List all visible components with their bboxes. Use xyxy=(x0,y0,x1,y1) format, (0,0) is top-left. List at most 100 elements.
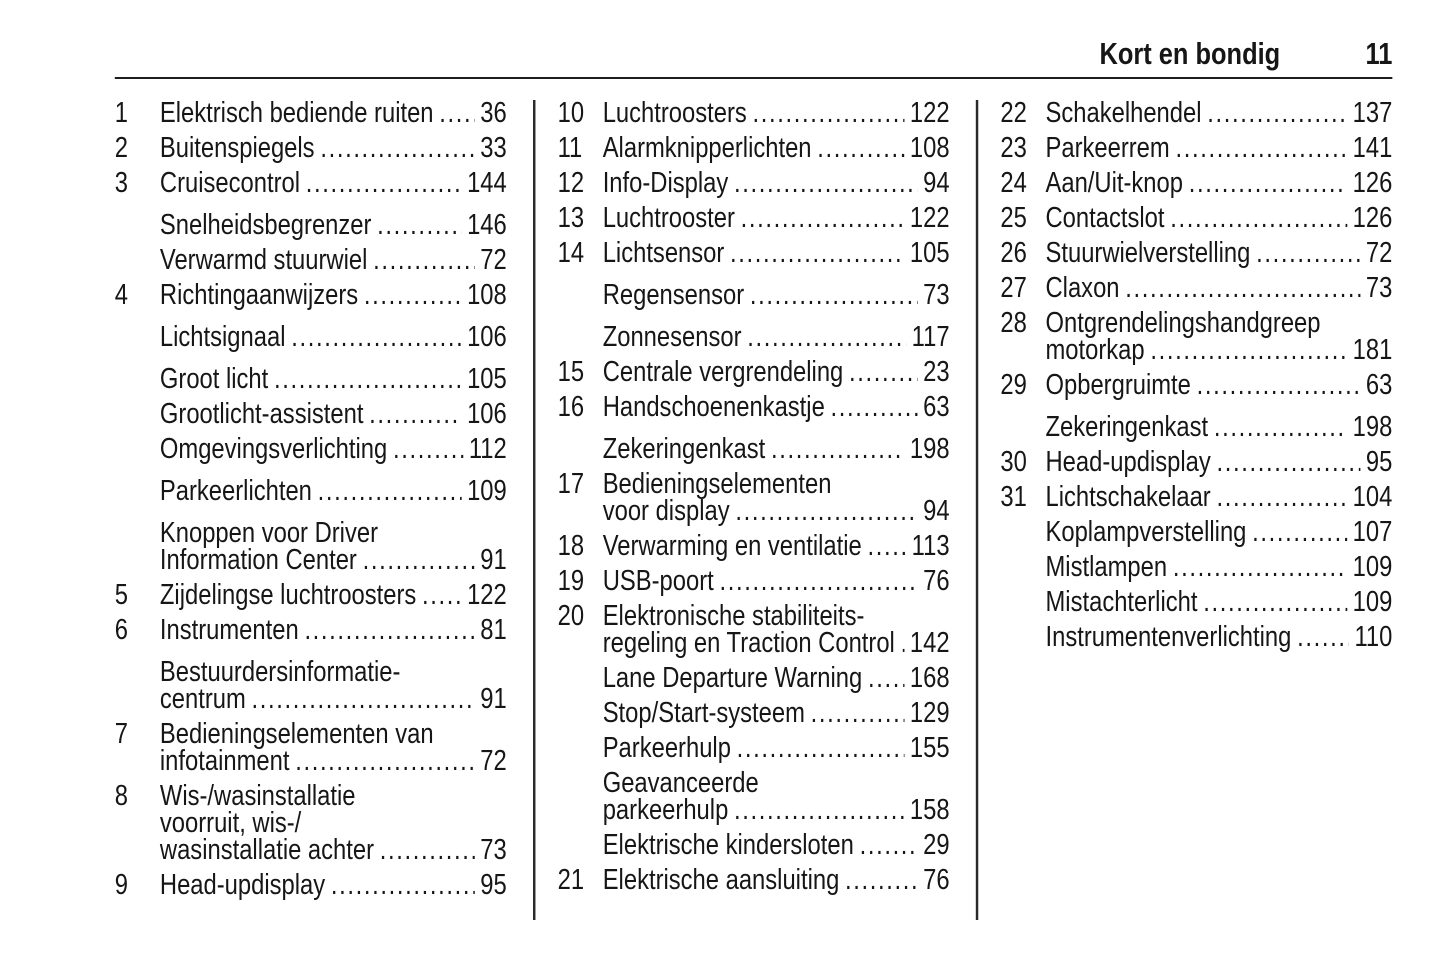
entry-number xyxy=(558,282,603,309)
dot-leader: ........................................… xyxy=(740,205,905,232)
entry-label-line: Mistlampen xyxy=(1045,551,1168,583)
entry-body: Lichtschakelaar.........................… xyxy=(1046,481,1393,513)
dot-leader: ........................................… xyxy=(771,436,904,463)
entry-label-line: Snelheidsbegrenzer xyxy=(159,209,372,241)
entry-last-line: Contactslot.............................… xyxy=(1046,204,1393,233)
entry-body: Claxon..................................… xyxy=(1046,274,1393,303)
entry-page-ref: 137 xyxy=(1352,97,1393,129)
entry-page-ref: 181 xyxy=(1352,334,1393,366)
entry-label-line: regeling en Traction Control xyxy=(602,627,895,659)
toc-entry: Lane Departure Warning..................… xyxy=(558,664,950,693)
entry-last-line: Luchtroosters...........................… xyxy=(603,99,950,128)
dot-leader: ........................................… xyxy=(901,630,905,657)
entry-last-line: Buitenspiegels..........................… xyxy=(160,134,507,163)
entry-body: Parkeerrem..............................… xyxy=(1046,134,1393,163)
entry-number: 2 xyxy=(114,132,129,164)
dot-leader: ........................................… xyxy=(1196,372,1361,399)
entry-page-ref: 95 xyxy=(1365,446,1393,478)
entry-number: 3 xyxy=(114,167,129,199)
entry-last-line: parkeerhulp.............................… xyxy=(602,794,950,826)
entry-last-line: Omgevingsverlichting....................… xyxy=(160,435,507,464)
entry-page-ref: 104 xyxy=(1352,481,1393,513)
entry-number: 8 xyxy=(114,780,129,812)
toc-entry: 13 Luchtrooster..........................… xyxy=(558,204,950,233)
entry-label-line: Lichtsignaal xyxy=(159,321,286,353)
entry-page-ref: 76 xyxy=(923,864,950,896)
entry-last-line: Groot licht.............................… xyxy=(159,363,507,395)
toc-entry: Knoppen voor Driver Information Center...… xyxy=(115,519,507,576)
entry-body: Bedieningselementen voor display.........… xyxy=(603,470,950,527)
entry-body: Ontgrendelingshandgreep motorkap.........… xyxy=(1046,309,1393,366)
entry-last-line: Aan/Uit-knop............................… xyxy=(1045,167,1393,199)
entry-number: 14 xyxy=(557,237,585,269)
entry-number xyxy=(115,401,160,428)
entry-label-line: Verwarming en ventilatie xyxy=(602,530,862,562)
toc-entry: 18 Verwarming en ventilatie..............… xyxy=(558,530,950,562)
entry-page-ref: 63 xyxy=(1365,369,1393,401)
dot-leader: ........................................… xyxy=(1150,337,1347,364)
dot-leader: ........................................… xyxy=(810,700,904,727)
entry-page-ref: 73 xyxy=(923,279,950,311)
entry-last-line: Elektrische kindersloten................… xyxy=(603,831,950,860)
dot-leader: ........................................… xyxy=(867,665,904,692)
dot-leader: ........................................… xyxy=(304,617,475,644)
entry-page-ref: 126 xyxy=(1352,167,1393,199)
entry-label-line: Alarmknipperlichten xyxy=(602,132,812,164)
dot-leader: ........................................… xyxy=(849,359,917,386)
entry-last-line: Head-updisplay..........................… xyxy=(160,871,507,900)
entry-page-ref: 76 xyxy=(923,565,950,597)
toc-entry: 24 Aan/Uit-knop..........................… xyxy=(1000,167,1393,199)
entry-page-ref: 94 xyxy=(923,495,950,527)
dot-leader: ........................................… xyxy=(373,247,474,274)
toc-entry: Grootlicht-assistent....................… xyxy=(115,400,507,429)
entry-number: 29 xyxy=(1000,369,1027,401)
entry-number xyxy=(1000,589,1045,616)
entry-label-line: Groot licht xyxy=(159,363,269,395)
entry-body: Knoppen voor Driver Information Center...… xyxy=(159,519,507,576)
dot-leader: ........................................… xyxy=(1125,275,1360,302)
entry-last-line: Lane Departure Warning..................… xyxy=(603,664,950,693)
toc-entry: Zonnesensor.............................… xyxy=(558,321,950,353)
toc-entry: 2 Buitenspiegels.........................… xyxy=(114,132,507,164)
entry-last-line: USB-poort...............................… xyxy=(603,565,950,597)
entry-number: 25 xyxy=(1000,202,1027,234)
dot-leader: ........................................… xyxy=(1207,100,1347,127)
entry-body: Zekeringenkast..........................… xyxy=(1046,413,1393,442)
entry-label-line: Regensensor xyxy=(602,279,745,311)
entry-number xyxy=(115,436,160,463)
entry-label-line: Information Center xyxy=(159,544,357,576)
entry-body: Elektronische stabiliteits-regeling en T… xyxy=(602,602,950,659)
chapter-title: Kort en bondig xyxy=(1099,36,1281,71)
entry-body: Mistachterlicht.........................… xyxy=(1046,588,1393,617)
entry-last-line: Stop/Start-systeem......................… xyxy=(602,697,950,729)
entry-label-line: voorruit, wis-/ xyxy=(159,807,302,839)
entry-number: 15 xyxy=(557,356,585,388)
toc-entry: 5 Zijdelingse luchtroosters..............… xyxy=(115,581,507,610)
entry-body: Zijdelingse luchtroosters...............… xyxy=(160,581,507,610)
entry-body: Luchtroosters...........................… xyxy=(603,99,950,128)
entry-label-line: Aan/Uit-knop xyxy=(1045,167,1183,199)
entry-page-ref: 129 xyxy=(909,697,950,729)
entry-body: Mistlampen..............................… xyxy=(1045,551,1393,583)
toc-entry: 12 Info-Display..........................… xyxy=(558,167,950,199)
toc-entry: 11 Alarmknipperlichten...................… xyxy=(558,132,950,164)
dot-leader: ........................................… xyxy=(1213,414,1347,441)
entry-body: Zonnesensor.............................… xyxy=(602,321,950,353)
entry-label-line: Verwarmd stuurwiel xyxy=(159,244,368,276)
entry-number xyxy=(115,659,160,713)
dot-leader: ........................................… xyxy=(379,837,475,864)
entry-label-line: Zonnesensor xyxy=(602,321,742,353)
entry-number: 7 xyxy=(114,718,129,750)
toc-entry: Snelheidsbegrenzer......................… xyxy=(115,209,507,241)
dot-leader: ........................................… xyxy=(734,170,917,197)
entry-last-line: Zonnesensor.............................… xyxy=(602,321,950,353)
entry-label-line: Instrumentenverlichting xyxy=(1045,621,1292,653)
dot-leader: ........................................… xyxy=(1256,240,1360,267)
entry-label-line: parkeerhulp xyxy=(602,794,729,826)
entry-body: Instrumenten............................… xyxy=(160,616,507,645)
entry-page-ref: 94 xyxy=(923,167,950,199)
entry-label-line: Stop/Start-systeem xyxy=(602,697,805,729)
entry-page-ref: 109 xyxy=(467,475,507,507)
entry-body: Instrumentenverlichting.................… xyxy=(1045,621,1393,653)
dot-leader: ........................................… xyxy=(317,478,462,505)
